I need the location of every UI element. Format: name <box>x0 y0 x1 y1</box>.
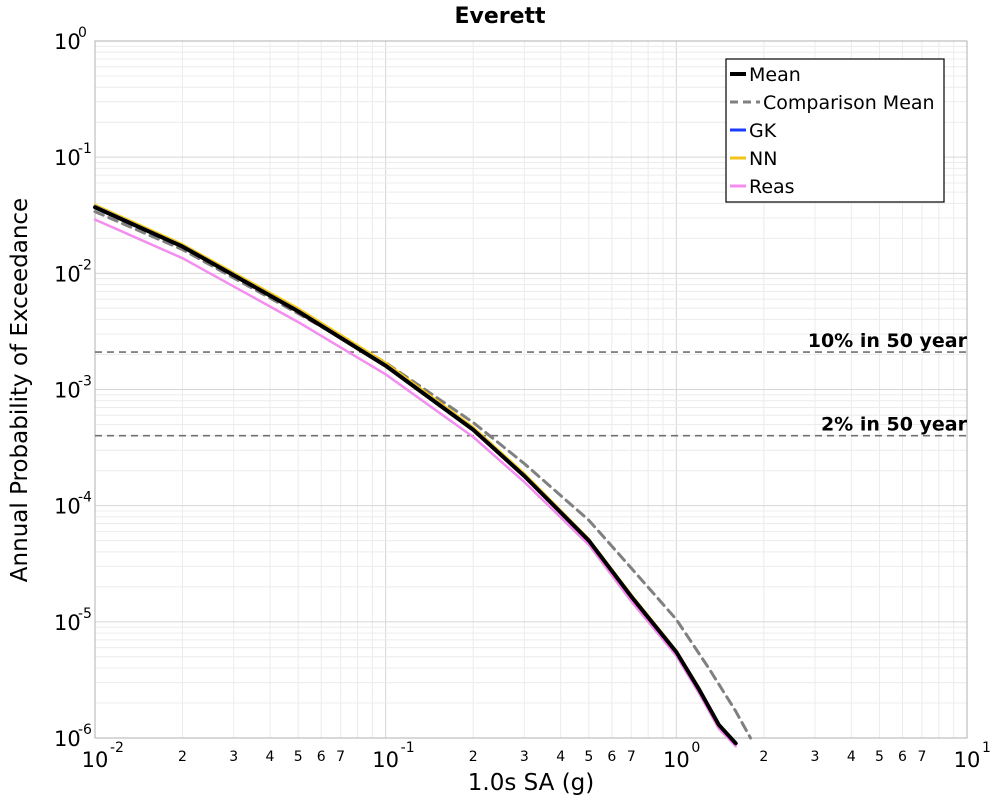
x-tick-label: 10 <box>954 748 981 772</box>
x-tick-exponent: -2 <box>110 740 124 756</box>
x-minor-tick-label: 7 <box>336 749 345 765</box>
reference-line-label: 10% in 50 year <box>808 330 968 352</box>
y-tick-label: 10 <box>54 495 81 519</box>
x-minor-tick-label: 3 <box>811 749 820 765</box>
x-tick-label: 10 <box>663 748 690 772</box>
y-tick-exponent: -3 <box>78 374 92 390</box>
x-tick-exponent: 1 <box>982 740 991 756</box>
y-tick-label: 10 <box>54 611 81 635</box>
x-minor-tick-label: 4 <box>847 749 856 765</box>
x-tick-label: 10 <box>372 748 399 772</box>
legend-label-reas: Reas <box>749 176 795 198</box>
tick-labels: 10 -2 10 -1 10 0 10 12 3 4 5 6 7 2 3 4 5 6 7 2 3 4 5 6 710010-11… <box>54 25 991 772</box>
y-tick-label: 10 <box>54 262 81 286</box>
y-tick-label: 10 <box>54 146 81 170</box>
reference-line-label: 2% in 50 year <box>821 414 968 436</box>
x-tick-exponent: 0 <box>691 740 700 756</box>
legend-label-comparison-mean: Comparison Mean <box>763 92 935 114</box>
x-minor-tick-label: 6 <box>898 749 907 765</box>
plot-frame <box>94 40 968 739</box>
y-tick-exponent: 0 <box>78 25 87 41</box>
series-line-comparison-mean <box>93 210 752 740</box>
x-minor-tick-label: 3 <box>229 749 238 765</box>
y-tick-label: 10 <box>54 379 81 403</box>
y-tick-exponent: -4 <box>78 490 92 506</box>
series-lines <box>93 203 752 748</box>
x-minor-tick-label: 2 <box>469 749 478 765</box>
legend: Mean Comparison Mean GK NN Reas <box>725 58 945 203</box>
y-tick-label: 10 <box>54 30 81 54</box>
x-axis-label: 1.0s SA (g) <box>468 770 595 796</box>
y-tick-exponent: -2 <box>78 257 92 273</box>
x-minor-tick-label: 7 <box>918 749 927 765</box>
x-minor-tick-label: 5 <box>294 749 303 765</box>
y-tick-exponent: -1 <box>78 141 92 157</box>
y-tick-exponent: -6 <box>78 722 92 738</box>
x-minor-tick-label: 5 <box>584 749 593 765</box>
legend-label-nn: NN <box>749 148 777 170</box>
reference-lines: 10% in 50 year 2% in 50 year <box>95 330 968 437</box>
series-line-mean <box>93 205 738 746</box>
legend-box <box>725 58 945 203</box>
series-line-nn <box>94 203 737 745</box>
chart-title: Everett <box>454 4 546 29</box>
x-minor-tick-label: 3 <box>520 749 529 765</box>
x-tick-label: 10 <box>82 748 109 772</box>
y-tick-exponent: -5 <box>78 606 92 622</box>
legend-label-gk: GK <box>749 120 777 142</box>
y-tick-label: 10 <box>54 727 81 751</box>
y-axis-label: Annual Probability of Exceedance <box>7 198 33 582</box>
x-minor-tick-label: 4 <box>556 749 565 765</box>
series-line-reas <box>93 218 737 748</box>
legend-label-mean: Mean <box>749 64 801 86</box>
x-minor-tick-label: 6 <box>607 749 616 765</box>
x-minor-tick-label: 2 <box>759 749 768 765</box>
x-minor-tick-label: 2 <box>178 749 187 765</box>
series-line-gk <box>94 205 737 745</box>
x-minor-tick-label: 4 <box>266 749 275 765</box>
x-tick-exponent: -1 <box>401 740 415 756</box>
x-minor-tick-label: 6 <box>317 749 326 765</box>
x-minor-tick-label: 5 <box>875 749 884 765</box>
x-minor-tick-label: 7 <box>627 749 636 765</box>
